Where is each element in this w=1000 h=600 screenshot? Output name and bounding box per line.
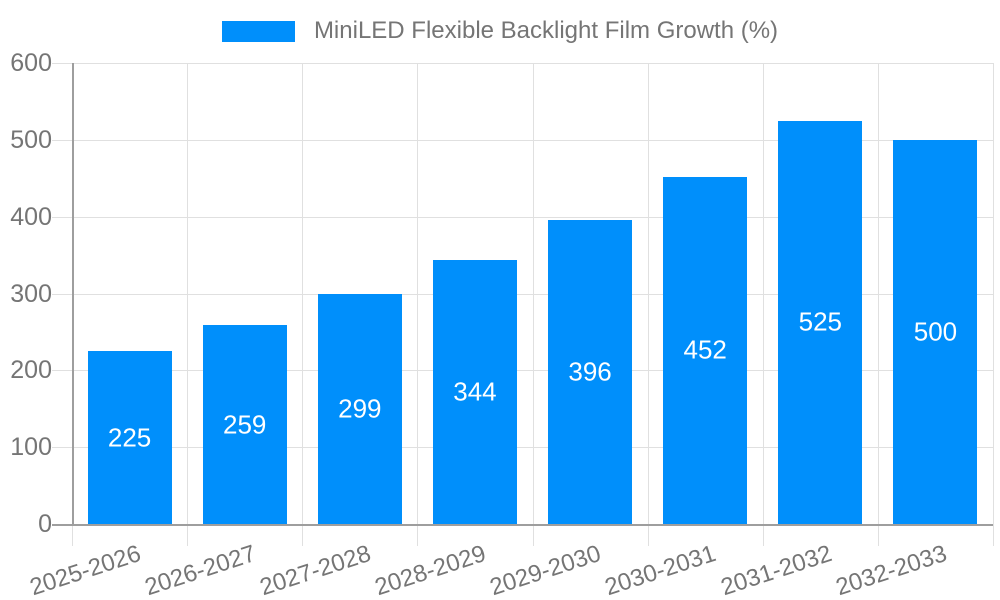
bar-2031-2032[interactable]: 525: [778, 120, 863, 524]
x-tick-label: 2030-2031: [602, 540, 720, 600]
x-axis-tick: [72, 524, 73, 546]
y-tick-label: 100: [10, 433, 52, 462]
bar-value-label: 525: [798, 306, 843, 337]
bar-value-label: 344: [453, 376, 497, 407]
bar-2029-2030[interactable]: 396: [548, 219, 633, 524]
y-tick-label: 500: [10, 125, 52, 154]
bar-2030-2031[interactable]: 452: [663, 176, 748, 524]
bar-value-label: 500: [913, 316, 958, 347]
bar-value-label: 452: [683, 334, 727, 365]
v-gridline: [648, 63, 649, 546]
bar-value-label: 396: [568, 356, 612, 387]
y-tick-label: 200: [10, 356, 52, 385]
v-gridline: [187, 63, 188, 546]
bar-2032-2033[interactable]: 500: [893, 139, 978, 524]
v-gridline: [878, 63, 879, 546]
v-gridline: [533, 63, 534, 546]
y-tick-label: 300: [10, 279, 52, 308]
bar-2025-2026[interactable]: 225: [87, 351, 172, 524]
x-axis-line: [52, 524, 993, 526]
h-gridline: [52, 370, 993, 372]
h-gridline: [52, 216, 993, 218]
x-tick-label: 2025-2026: [26, 540, 144, 600]
plot-area: 225 259 299 344 396 452 525 500: [52, 63, 994, 546]
x-tick-label: 2027-2028: [256, 540, 375, 600]
legend: MiniLED Flexible Backlight Film Growth (…: [0, 16, 1000, 46]
bar-2027-2028[interactable]: 299: [317, 294, 402, 524]
x-tick-label: 2028-2029: [371, 540, 490, 600]
legend-label[interactable]: MiniLED Flexible Backlight Film Growth (…: [313, 17, 779, 44]
h-gridline: [52, 293, 993, 295]
h-gridline: [52, 63, 993, 64]
x-tick-label: 2026-2027: [141, 540, 260, 600]
x-tick-label: 2032-2033: [832, 540, 950, 600]
h-gridline: [52, 447, 993, 449]
y-axis-line: [72, 63, 74, 526]
legend-swatch[interactable]: [221, 20, 295, 42]
v-gridline: [993, 63, 994, 546]
x-tick-label: 2031-2032: [717, 540, 835, 600]
y-tick-label: 400: [10, 202, 52, 231]
v-gridline: [417, 63, 418, 546]
bar-value-label: 225: [107, 422, 152, 453]
y-tick-label: 0: [38, 510, 52, 538]
x-tick-label: 2029-2030: [486, 540, 605, 600]
bar-value-label: 259: [222, 409, 267, 439]
h-gridline: [52, 139, 993, 141]
v-gridline: [302, 63, 303, 546]
bar-2028-2029[interactable]: 344: [432, 259, 517, 524]
bar-value-label: 299: [338, 393, 382, 424]
y-tick-label: 600: [10, 49, 52, 77]
bar-2026-2027[interactable]: 259: [202, 325, 287, 524]
v-gridline: [763, 63, 764, 546]
